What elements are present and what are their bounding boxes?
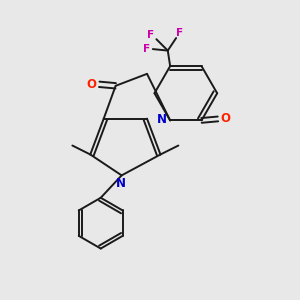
Text: F: F <box>143 44 150 54</box>
Text: F: F <box>148 30 154 40</box>
Text: N: N <box>157 113 167 126</box>
Text: O: O <box>86 78 97 91</box>
Text: F: F <box>176 28 183 38</box>
Text: N: N <box>116 177 126 190</box>
Text: O: O <box>221 112 231 125</box>
